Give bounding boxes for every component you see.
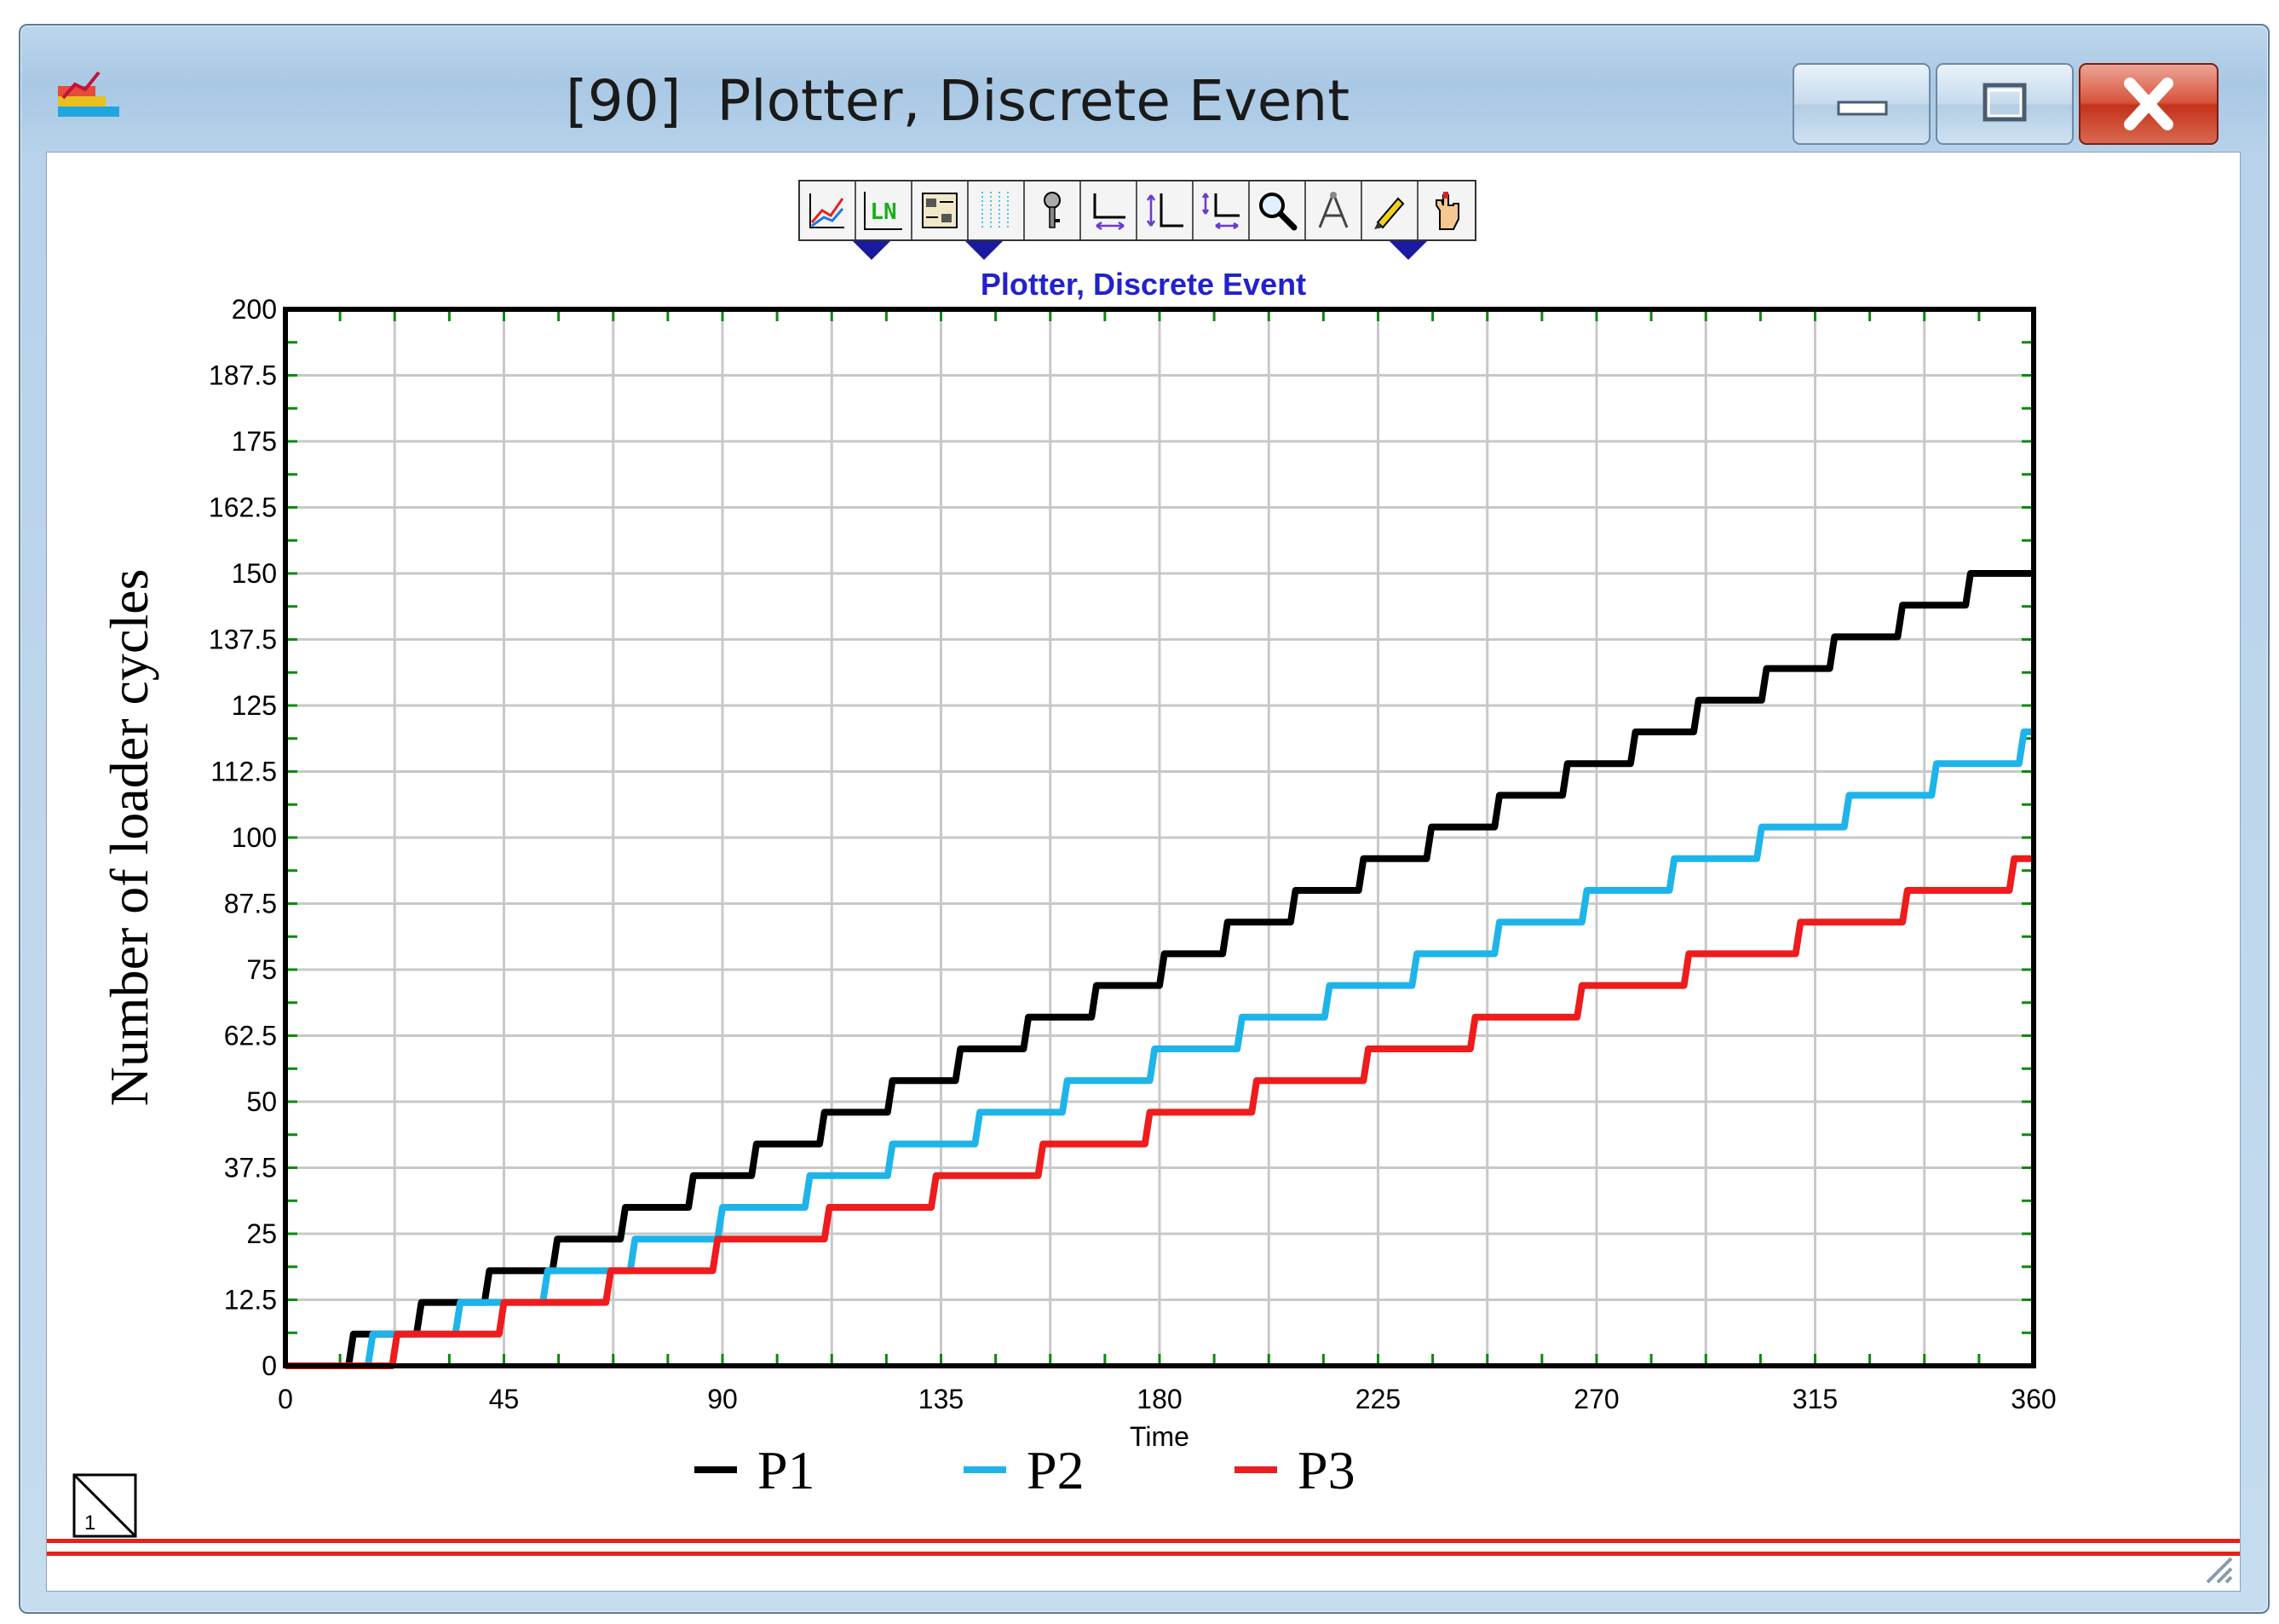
plot-title: Plotter, Discrete Event xyxy=(980,267,1307,302)
grid-button[interactable] xyxy=(969,181,1025,239)
resize-grip-icon[interactable] xyxy=(2199,1550,2233,1584)
close-icon xyxy=(2124,78,2173,130)
graph-type-icon xyxy=(809,193,844,228)
x-tick-label: 0 xyxy=(278,1384,293,1414)
line-style-icon: LN xyxy=(864,192,902,230)
plotter-window: [90] Plotter, Discrete Event xyxy=(19,24,2270,1614)
line-style-dropdown-arrow[interactable] xyxy=(853,241,890,260)
pencil-dropdown-arrow[interactable] xyxy=(1390,241,1427,260)
x-axis-button[interactable] xyxy=(1081,181,1137,239)
grid-icon xyxy=(981,192,1009,229)
pencil-icon xyxy=(1374,197,1405,229)
x-tick-label: 225 xyxy=(1355,1384,1401,1414)
y-axis-label: Number of loader cycles xyxy=(99,569,159,1107)
hand-button[interactable] xyxy=(1419,181,1475,239)
y-axis-button[interactable] xyxy=(1137,181,1194,239)
x-tick-label: 270 xyxy=(1574,1384,1619,1414)
close-button[interactable] xyxy=(2079,63,2219,145)
y-tick-label: 137.5 xyxy=(209,625,277,655)
legend-label: P1 xyxy=(757,1440,815,1500)
xy-axis-button[interactable] xyxy=(1194,181,1250,239)
zoom-button[interactable] xyxy=(1250,181,1306,239)
zoom-icon xyxy=(1259,193,1298,231)
y-tick-label: 125 xyxy=(232,690,277,721)
graph-type-button[interactable] xyxy=(800,181,856,239)
divider-line xyxy=(47,1552,2240,1556)
key-icon xyxy=(1044,192,1061,228)
window-title: [90] Plotter, Discrete Event xyxy=(566,68,1350,134)
x-tick-label: 90 xyxy=(707,1384,738,1414)
grid-dropdown-arrow[interactable] xyxy=(965,241,1003,260)
svg-text:LN: LN xyxy=(870,199,896,225)
y-tick-label: 175 xyxy=(232,426,277,457)
y-tick-label: 162.5 xyxy=(209,492,277,523)
app-icon xyxy=(58,71,119,117)
x-tick-label: 315 xyxy=(1793,1384,1838,1414)
maximize-icon xyxy=(1983,83,2027,122)
plot-area: LN xyxy=(46,152,2241,1592)
y-tick-label: 75 xyxy=(246,954,277,985)
plot-toolbar: LN xyxy=(798,180,1476,241)
series-line-p3 xyxy=(285,855,2034,1369)
series-line-p1 xyxy=(285,570,2034,1369)
x-axis-icon xyxy=(1093,193,1125,231)
y-tick-label: 87.5 xyxy=(224,889,277,919)
y-tick-label: 12.5 xyxy=(224,1285,277,1316)
minimize-icon xyxy=(1837,101,1888,116)
x-tick-label: 180 xyxy=(1137,1384,1182,1414)
pencil-button[interactable] xyxy=(1362,181,1419,239)
y-tick-label: 200 xyxy=(232,294,277,325)
minimize-button[interactable] xyxy=(1793,63,1931,145)
maximize-button[interactable] xyxy=(1936,63,2074,145)
y-tick-label: 187.5 xyxy=(209,360,277,391)
x-tick-label: 45 xyxy=(489,1384,520,1414)
y-tick-label: 150 xyxy=(232,558,277,589)
x-tick-label: 135 xyxy=(918,1384,964,1414)
page-tab[interactable]: 1 xyxy=(72,1473,137,1538)
y-tick-label: 100 xyxy=(232,822,277,853)
y-tick-label: 50 xyxy=(246,1086,277,1117)
compass-button[interactable] xyxy=(1306,181,1362,239)
line-style-button[interactable]: LN xyxy=(856,181,912,239)
plot-frame xyxy=(283,307,2036,1368)
y-tick-label: 112.5 xyxy=(210,757,277,787)
divider-line xyxy=(47,1539,2240,1543)
svg-text:1: 1 xyxy=(84,1512,95,1535)
x-tick-label: 360 xyxy=(2011,1384,2056,1414)
xy-axis-icon xyxy=(1201,193,1240,230)
y-tick-label: 37.5 xyxy=(224,1153,277,1183)
y-tick-label: 25 xyxy=(246,1218,277,1249)
y-tick-label: 0 xyxy=(262,1350,277,1381)
chart: 0 12.5 25 37.5 50 62.5 75 87.5 100 112.5 125 137.5 1… xyxy=(99,294,2057,1500)
legend-label: P2 xyxy=(1027,1440,1085,1500)
legend-label: P3 xyxy=(1298,1440,1355,1500)
properties-button[interactable] xyxy=(912,181,969,239)
key-button[interactable] xyxy=(1025,181,1081,239)
y-tick-label: 62.5 xyxy=(224,1021,277,1051)
compass-icon xyxy=(1318,192,1349,228)
hand-icon xyxy=(1436,192,1459,230)
properties-icon xyxy=(922,193,958,228)
x-axis-label: Time xyxy=(1130,1421,1189,1452)
y-axis-icon xyxy=(1146,193,1183,227)
